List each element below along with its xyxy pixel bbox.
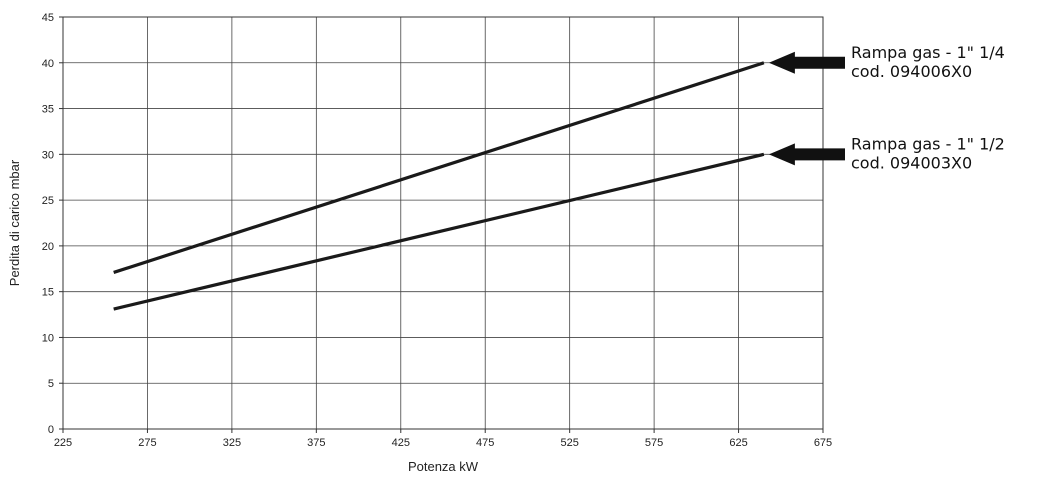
y-tick-label: 45 [42,12,54,24]
series-label-2: Rampa gas - 1" 1/2 [851,134,1005,153]
x-tick-label: 525 [560,437,578,449]
series-line-2 [113,152,765,311]
y-tick-label: 40 [42,58,54,70]
series-label-1: Rampa gas - 1" 1/4 [851,43,1005,62]
x-tick-label: 375 [307,437,325,449]
x-tick-label: 225 [54,437,72,449]
tick-labels: 225 275 325 375 425 475 525 575 625 675 0 5 10 15 20 25… [42,12,832,449]
y-tick-label: 0 [48,424,54,436]
x-tick-label: 625 [729,437,747,449]
plot-frame [62,16,824,430]
y-tick-label: 25 [42,195,54,207]
x-tick-label: 325 [223,437,241,449]
series-lines [113,61,765,311]
y-tick-label: 20 [42,241,54,253]
x-tick-label: 675 [814,437,832,449]
y-tick-label: 5 [48,378,54,390]
x-tick-label: 425 [392,437,410,449]
x-tick-label: 575 [645,437,663,449]
x-tick-label: 275 [138,437,156,449]
y-tick-label: 15 [42,287,54,299]
y-tick-label: 35 [42,104,54,116]
series-code-2: cod. 094003X0 [851,153,972,172]
series-code-1: cod. 094006X0 [851,62,972,81]
y-tick-label: 10 [42,332,54,344]
y-tick-label: 30 [42,149,54,161]
arrow-1 [768,51,845,74]
arrow-2 [768,143,845,166]
series-line-1 [113,61,765,274]
y-axis-title: Perdita di carico mbar [7,159,22,286]
x-axis-title: Potenza kW [408,459,479,474]
x-tick-label: 475 [476,437,494,449]
